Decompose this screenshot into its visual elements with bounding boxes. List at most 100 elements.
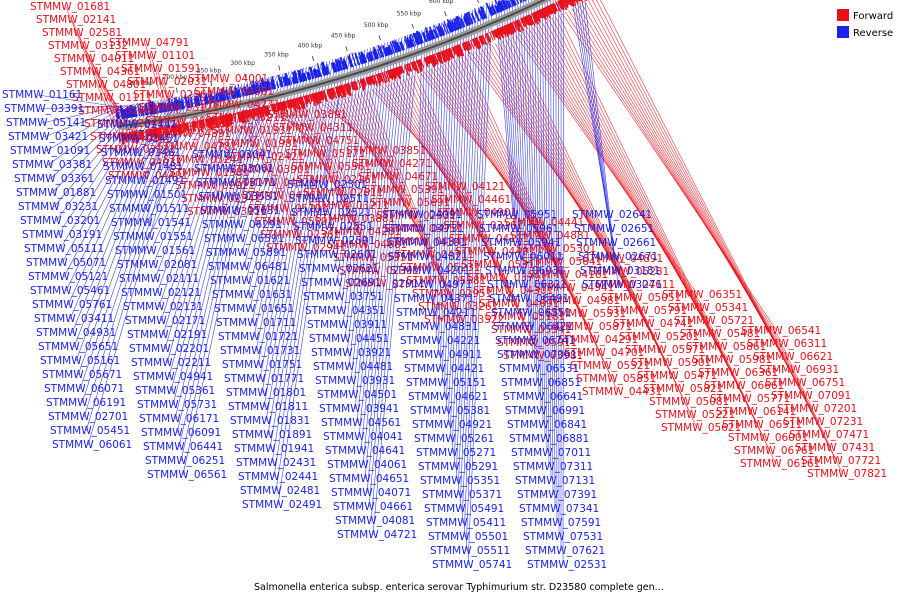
reverse-gene-label-line	[360, 36, 403, 452]
forward-gene-label: STMMW_06161	[740, 458, 820, 470]
reverse-feature	[237, 88, 241, 98]
forward-feature	[471, 38, 477, 47]
forward-feature	[560, 0, 568, 11]
reverse-feature	[184, 95, 188, 109]
forward-gene-label: STMMW_06931	[759, 364, 839, 376]
reverse-gene-label: STMMW_03941	[319, 403, 399, 415]
reverse-gene-label: STMMW_07131	[515, 475, 595, 487]
reverse-gene-label-line	[449, 11, 468, 440]
reverse-feature	[400, 41, 405, 51]
forward-gene-label: STMMW_05081	[649, 396, 729, 408]
reverse-gene-label: STMMW_02511	[289, 193, 369, 205]
reverse-gene-label: STMMW_01091	[10, 145, 90, 157]
forward-feature	[564, 0, 569, 7]
forward-gene-label-line	[508, 37, 692, 416]
forward-feature	[288, 99, 293, 112]
reverse-feature	[366, 52, 371, 62]
forward-gene-label: STMMW_03121	[139, 102, 219, 114]
reverse-gene-label-line	[253, 66, 310, 338]
reverse-gene-label-line	[164, 83, 243, 350]
reverse-gene-label-line	[435, 19, 448, 342]
reverse-gene-label: STMMW_06531	[499, 363, 579, 375]
reverse-gene-label: STMMW_05141	[6, 117, 86, 129]
forward-feature	[266, 105, 271, 115]
reverse-gene-label: STMMW_02081	[117, 259, 197, 271]
forward-feature	[523, 16, 529, 26]
forward-feature	[305, 95, 310, 103]
reverse-gene-label-line	[37, 94, 117, 107]
forward-gene-label-line	[454, 59, 601, 354]
reverse-feature	[366, 54, 370, 62]
reverse-gene-label: STMMW_04721	[337, 529, 417, 541]
reverse-feature	[428, 31, 433, 40]
reverse-feature	[474, 8, 481, 22]
reverse-gene-label-line	[574, 0, 611, 230]
reverse-gene-label: STMMW_06591	[204, 233, 284, 245]
forward-feature	[423, 57, 428, 67]
reverse-gene-label: STMMW_06741	[495, 335, 575, 347]
scale-tick-label: 550 kbp	[397, 10, 422, 17]
forward-gene-label: STMMW_04011	[54, 53, 134, 65]
reverse-feature	[214, 94, 217, 103]
forward-gene-label: STMMW_02941	[266, 242, 346, 254]
forward-gene-label: STMMW_05821	[643, 383, 723, 395]
forward-feature	[260, 106, 264, 118]
reverse-gene-label: STMMW_03531	[198, 191, 278, 203]
forward-gene-label: STMMW_02031	[127, 76, 207, 88]
forward-gene-label: STMMW_04711	[394, 249, 474, 261]
reverse-feature	[520, 0, 523, 3]
forward-gene-label-line	[322, 103, 383, 152]
forward-gene-label: STMMW_02421	[224, 151, 304, 163]
forward-gene-label: STMMW_05691	[370, 197, 450, 209]
reverse-feature	[164, 103, 168, 112]
reverse-feature	[409, 34, 415, 47]
reverse-feature	[317, 69, 321, 77]
reverse-feature	[308, 72, 312, 80]
reverse-gene-label: STMMW_06251	[145, 455, 225, 467]
forward-gene-label: STMMW_06361	[698, 367, 778, 379]
forward-feature	[141, 130, 144, 142]
forward-gene-label-line	[600, 0, 844, 475]
reverse-gene-label: STMMW_03191	[22, 229, 102, 241]
forward-feature	[245, 110, 250, 122]
forward-feature	[412, 61, 417, 72]
forward-feature	[121, 132, 125, 144]
forward-gene-label: STMMW_02631	[376, 210, 456, 222]
reverse-gene-label: STMMW_06481	[208, 261, 288, 273]
forward-gene-label-line	[364, 91, 455, 308]
reverse-feature	[481, 6, 488, 18]
reverse-feature	[491, 3, 497, 15]
forward-gene-label: STMMW_03851	[346, 145, 426, 157]
reverse-feature	[178, 100, 181, 110]
reverse-gene-label: STMMW_05891	[206, 247, 286, 259]
forward-gene-label-line	[244, 123, 261, 158]
reverse-gene-label: STMMW_06841	[507, 419, 587, 431]
reverse-gene-label: STMMW_01451	[99, 133, 179, 145]
forward-gene-label-line	[210, 130, 213, 187]
reverse-gene-label: STMMW_05501	[428, 531, 508, 543]
forward-feature	[182, 123, 185, 133]
reverse-gene-label: STMMW_03061	[194, 163, 274, 175]
reverse-gene-label-line	[170, 81, 251, 392]
forward-feature	[352, 81, 357, 91]
reverse-gene-label: STMMW_01501	[107, 189, 187, 201]
forward-feature	[491, 30, 496, 40]
scale-tick-label: 500 kbp	[364, 22, 389, 29]
reverse-feature	[406, 36, 412, 48]
forward-feature	[403, 64, 410, 76]
forward-feature	[151, 128, 154, 138]
reverse-feature	[178, 96, 182, 110]
reverse-gene-label-line	[346, 43, 383, 354]
forward-feature	[256, 107, 260, 118]
forward-feature	[566, 0, 570, 6]
forward-feature	[555, 1, 562, 12]
reverse-feature	[453, 19, 459, 30]
reverse-gene-label: STMMW_06441	[143, 441, 223, 453]
forward-feature	[168, 125, 172, 134]
forward-gene-label: STMMW_04381	[194, 86, 274, 98]
forward-feature	[550, 3, 557, 14]
forward-gene-label: STMMW_03891	[267, 109, 347, 121]
forward-feature	[147, 129, 150, 137]
reverse-gene-label: STMMW_06061	[52, 439, 132, 451]
forward-feature	[407, 63, 412, 72]
